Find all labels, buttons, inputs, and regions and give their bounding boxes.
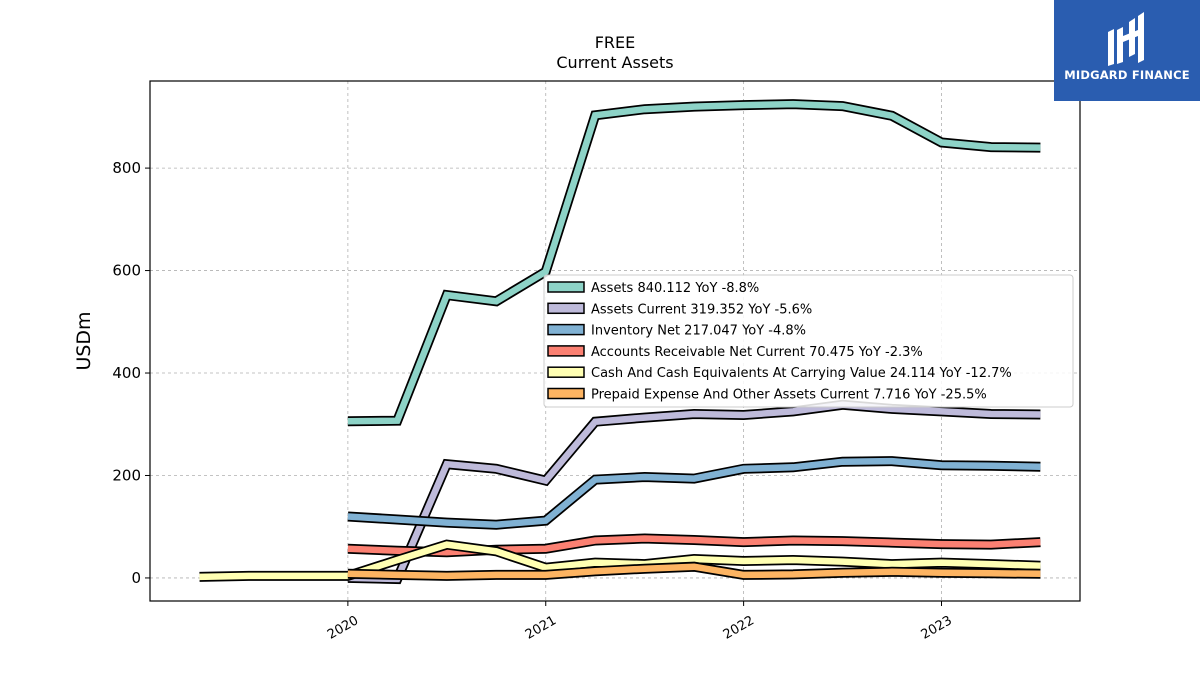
legend-label: Accounts Receivable Net Current 70.475 Y… — [591, 345, 923, 360]
legend-swatch — [547, 345, 585, 357]
legend: Assets 840.112 YoY -8.8% Assets Current 3… — [543, 274, 1074, 408]
y-axis-label: USDm — [73, 311, 95, 370]
midgard-finance-logo: MIDGARD FINANCE — [1054, 0, 1200, 101]
series-line — [347, 561, 1041, 581]
series-line-core — [347, 100, 1041, 425]
y-tick-label: 200 — [112, 466, 141, 484]
legend-swatch — [547, 302, 585, 315]
y-tick-label: 0 — [131, 569, 141, 587]
y-tick-label: 800 — [112, 159, 141, 177]
series-line-core — [347, 563, 1041, 580]
x-tick-label: 2023 — [919, 613, 955, 643]
logo-text: MIDGARD FINANCE — [1064, 68, 1190, 82]
chart-subtitle: Current Assets — [556, 53, 673, 72]
legend-label: Assets Current 319.352 YoY -5.6% — [591, 302, 812, 317]
series-line-outline — [347, 456, 1041, 530]
series-line — [347, 399, 1041, 585]
series-line — [347, 99, 1041, 427]
series-line-core — [347, 401, 1041, 583]
plot-frame — [149, 80, 1081, 602]
x-tick-label: 2021 — [523, 613, 559, 643]
series-line-core — [347, 457, 1041, 528]
legend-label: Assets 840.112 YoY -8.8% — [591, 281, 759, 296]
legend-swatch — [547, 366, 585, 378]
series-line — [199, 539, 1041, 582]
logo-mark-icon — [1108, 12, 1144, 66]
series-layer — [199, 99, 1041, 585]
x-tick-label: 2022 — [721, 613, 757, 643]
legend-swatch — [547, 387, 585, 400]
series-line — [347, 456, 1041, 530]
y-tick-label: 400 — [112, 364, 141, 382]
legend-label: Cash And Cash Equivalents At Carrying Va… — [591, 366, 1012, 381]
legend-swatch — [547, 323, 585, 336]
x-tick-label: 2020 — [325, 613, 361, 643]
legend-box — [543, 274, 1074, 408]
legend-label: Inventory Net 217.047 YoY -4.8% — [591, 324, 806, 339]
legend-swatch — [547, 281, 585, 293]
legend-label: Prepaid Expense And Other Assets Current… — [591, 388, 987, 403]
chart-title: FREE — [595, 33, 636, 52]
y-tick-label: 600 — [112, 262, 141, 280]
series-line-core — [199, 541, 1041, 581]
